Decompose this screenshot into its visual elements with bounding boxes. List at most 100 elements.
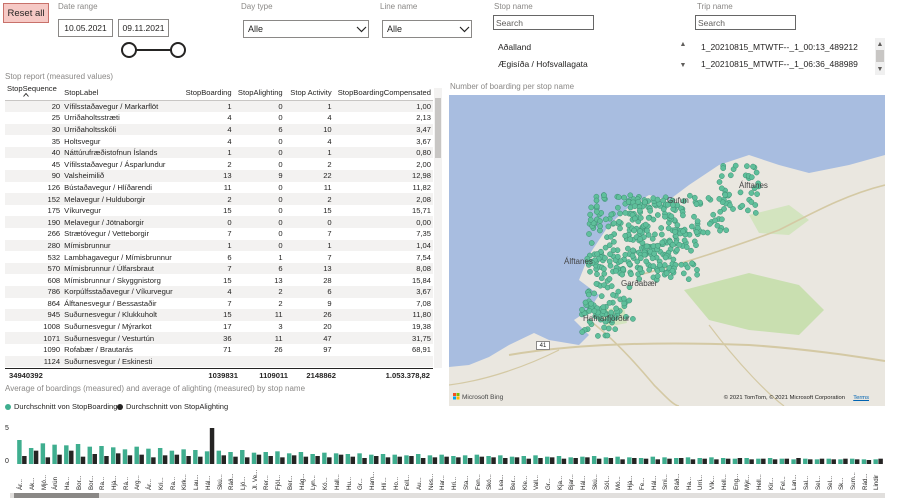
stop-point[interactable] <box>720 165 727 172</box>
boarding-bar[interactable] <box>861 459 867 464</box>
stop-point[interactable] <box>730 206 736 212</box>
table-scroll-thumb[interactable] <box>435 98 441 158</box>
stop-point[interactable] <box>684 264 691 271</box>
stop-point[interactable] <box>628 271 634 278</box>
stop-point[interactable] <box>706 221 713 227</box>
boarding-bar[interactable] <box>228 452 233 464</box>
table-row[interactable]: 20 Vífilsstaðavegur / Markarflöt 1 0 1 1,00 <box>5 100 433 113</box>
boarding-bar[interactable] <box>568 457 573 464</box>
stop-point[interactable] <box>601 192 607 199</box>
stop-point[interactable] <box>619 271 626 278</box>
boarding-bar[interactable] <box>486 456 491 464</box>
stop-point[interactable] <box>658 231 665 238</box>
stop-point[interactable] <box>710 211 717 218</box>
stop-point[interactable] <box>593 197 600 204</box>
stop-point[interactable] <box>646 266 653 273</box>
alighting-bar[interactable] <box>280 457 285 464</box>
stop-point[interactable] <box>601 324 607 331</box>
stop-point[interactable] <box>631 215 638 222</box>
alighting-bar[interactable] <box>549 457 555 464</box>
stop-name-list-item[interactable]: Aðalland <box>498 42 532 52</box>
alighting-bar[interactable] <box>432 457 438 464</box>
stop-point[interactable] <box>751 185 758 192</box>
alighting-bar[interactable] <box>69 450 74 464</box>
boarding-bar[interactable] <box>591 456 597 464</box>
stop-point[interactable] <box>691 194 698 201</box>
stop-point[interactable] <box>631 227 638 234</box>
table-row[interactable]: 1090 Rofabær / Brautarás 71 26 97 68,91 <box>5 344 433 356</box>
alighting-bar[interactable] <box>362 458 367 464</box>
stop-list-scroll-down-icon[interactable]: ▼ <box>679 61 687 69</box>
stop-point[interactable] <box>694 218 701 225</box>
table-row[interactable]: 40 Náttúrufræðistofnun Íslands 1 0 1 0,80 <box>5 146 433 159</box>
alighting-bar[interactable] <box>772 459 778 464</box>
stop-point[interactable] <box>588 300 594 307</box>
alighting-bar[interactable] <box>315 456 320 464</box>
boarding-bar[interactable] <box>474 454 480 464</box>
alighting-bar[interactable] <box>327 457 332 464</box>
chart-horizontal-scrollbar[interactable] <box>10 493 885 498</box>
trip-name-list-item[interactable]: 1_20210815_MTWTF--_1_06:36_488989 <box>701 59 858 69</box>
alighting-bar[interactable] <box>503 458 508 464</box>
stop-point[interactable] <box>579 306 585 313</box>
boarding-bar[interactable] <box>134 446 139 464</box>
stop-point[interactable] <box>676 241 683 248</box>
stop-point[interactable] <box>598 293 605 299</box>
table-scrollbar[interactable] <box>434 88 442 368</box>
legend-alighting[interactable]: Durchschnitt von StopAlighting <box>117 402 228 411</box>
table-row[interactable]: 30 Urriðaholtsskóli 4 6 10 3,47 <box>5 123 433 136</box>
alighting-bar[interactable] <box>737 458 743 464</box>
table-row[interactable]: 266 Strætóvegur / Vetteborgir 7 0 7 7,35 <box>5 228 433 240</box>
stop-point[interactable] <box>617 225 623 232</box>
alighting-bar[interactable] <box>186 456 191 464</box>
stop-point[interactable] <box>601 266 607 272</box>
stop-point[interactable] <box>627 236 633 243</box>
date-range-start-handle[interactable] <box>121 42 137 58</box>
stop-point[interactable] <box>622 210 629 216</box>
trip-list-scroll-thumb[interactable] <box>876 50 884 62</box>
boarding-bar[interactable] <box>17 440 22 464</box>
stop-point[interactable] <box>598 275 605 282</box>
boarding-bar[interactable] <box>64 445 69 464</box>
alighting-bar[interactable] <box>174 454 180 464</box>
stop-point[interactable] <box>586 318 593 325</box>
stop-point[interactable] <box>591 308 598 315</box>
stop-point[interactable] <box>588 240 595 246</box>
alighting-bar[interactable] <box>268 456 273 464</box>
bar-chart[interactable] <box>0 420 900 470</box>
boarding-bar[interactable] <box>157 448 163 464</box>
boarding-bar[interactable] <box>451 456 456 464</box>
stop-point[interactable] <box>748 199 755 205</box>
boarding-bar[interactable] <box>697 458 702 464</box>
table-row[interactable]: 45 Vífilsstaðavegur / Ásparlundur 2 0 2 2,00 <box>5 158 433 170</box>
stop-point[interactable] <box>630 247 636 254</box>
stop-point[interactable] <box>606 258 613 265</box>
boarding-bar[interactable] <box>240 450 245 464</box>
boarding-bar[interactable] <box>685 457 691 464</box>
stop-point[interactable] <box>607 251 613 258</box>
stop-point[interactable] <box>587 211 594 218</box>
table-row[interactable]: 1008 Suðurnesvegur / Mýrarkot 17 3 20 19,38 <box>5 321 433 333</box>
stop-point[interactable] <box>621 194 627 201</box>
alighting-bar[interactable] <box>162 455 168 464</box>
alighting-bar[interactable] <box>209 428 215 464</box>
table-row[interactable]: 570 Mímisbrunnur / Úlfarsbraut 7 6 13 8,08 <box>5 262 433 275</box>
alighting-bar[interactable] <box>221 455 226 464</box>
boarding-bar[interactable] <box>345 454 351 464</box>
boarding-bar[interactable] <box>545 456 550 464</box>
boarding-bar[interactable] <box>709 457 714 464</box>
stop-point[interactable] <box>631 203 638 210</box>
alighting-bar[interactable] <box>198 456 203 464</box>
stop-point[interactable] <box>752 202 759 208</box>
stop-point[interactable] <box>587 216 594 223</box>
boarding-bar[interactable] <box>392 454 397 464</box>
stop-point[interactable] <box>641 251 648 258</box>
table-row[interactable]: 1071 Suðurnesvegur / Vesturtún 36 11 47 31,75 <box>5 332 433 344</box>
stop-point[interactable] <box>689 260 695 267</box>
column-header[interactable]: StopLabel <box>62 82 183 101</box>
table-row[interactable]: 90 Valsheimilið 13 9 22 12,98 <box>5 170 433 182</box>
stop-point[interactable] <box>637 228 643 235</box>
date-end-input[interactable]: 09.11.2021 <box>118 19 169 37</box>
boarding-bar[interactable] <box>533 455 538 464</box>
boarding-bar[interactable] <box>849 458 855 464</box>
